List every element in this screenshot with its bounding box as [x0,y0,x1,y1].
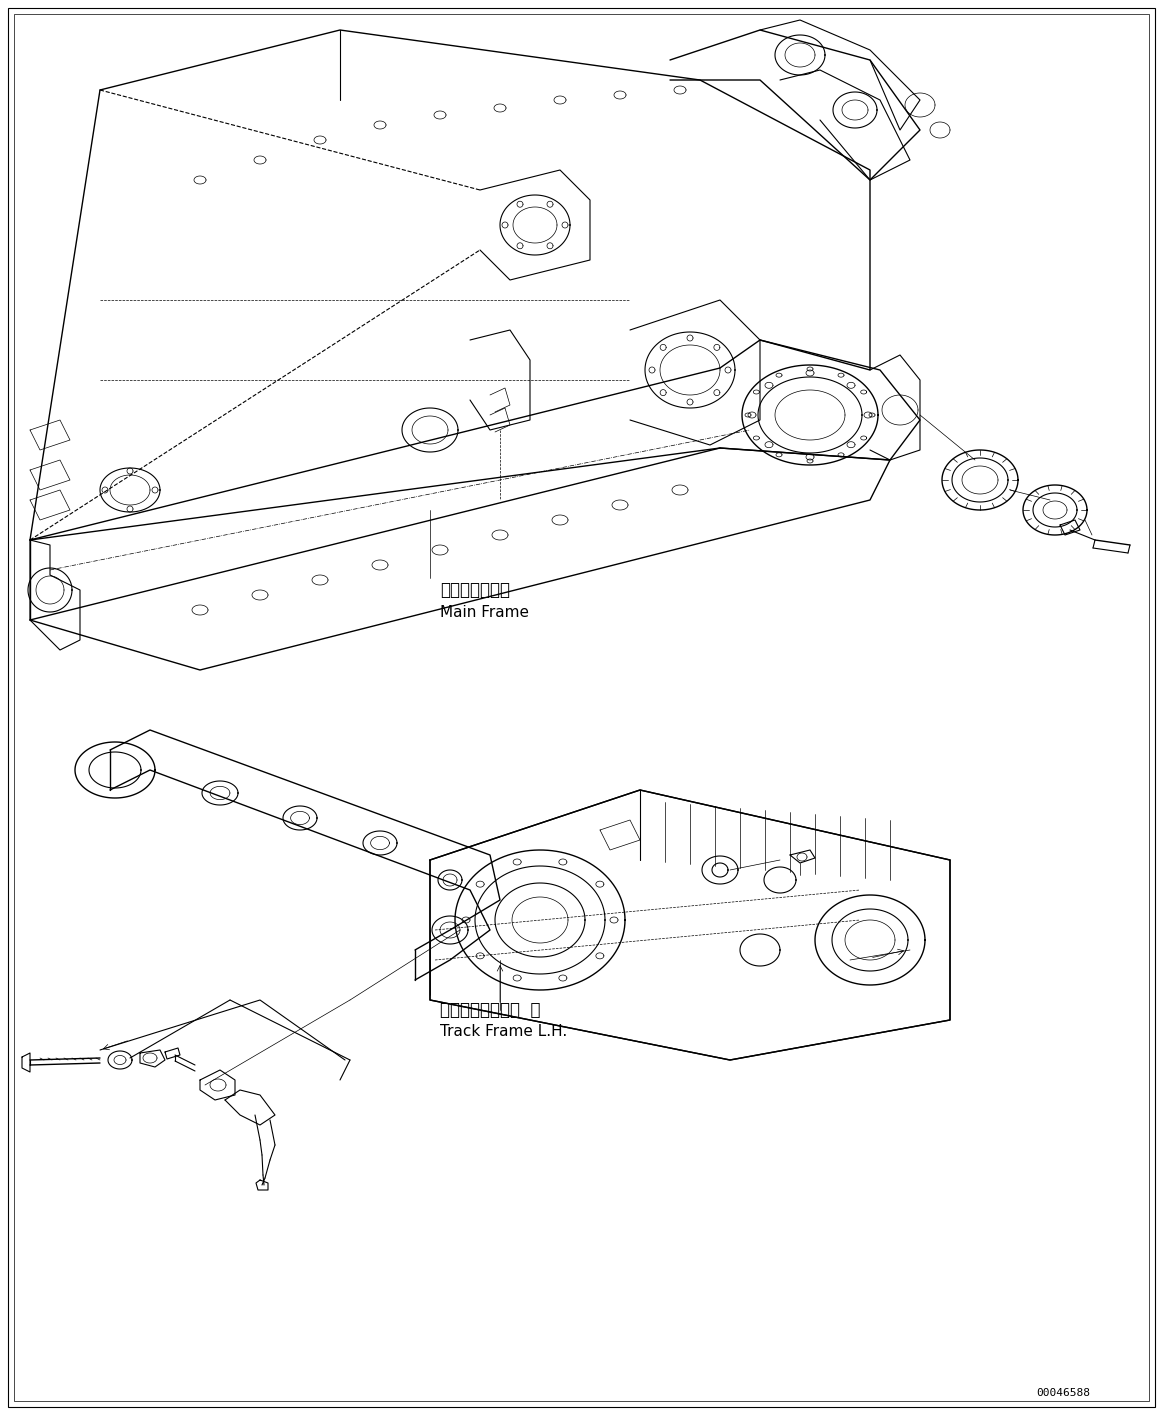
Text: Track Frame L.H.: Track Frame L.H. [440,1024,568,1040]
Text: 00046588: 00046588 [1036,1388,1090,1398]
Text: Main Frame: Main Frame [440,604,529,620]
Text: トラックフレーム  左: トラックフレーム 左 [440,1000,541,1019]
Text: メインフレーム: メインフレーム [440,582,511,599]
